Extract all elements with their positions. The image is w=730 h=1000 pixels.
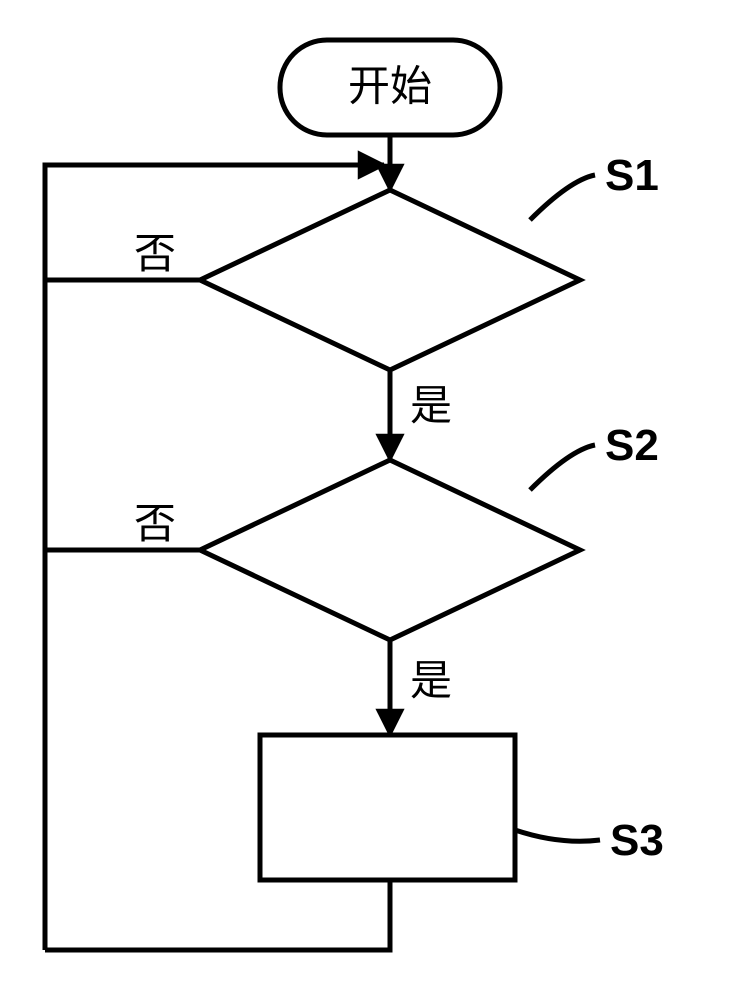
label-yes-s2: 是 [410,659,452,705]
decision-s1 [200,190,580,370]
process-s3 [260,735,515,880]
leader-s2 [530,445,595,490]
label-no-s1: 否 [134,232,176,278]
edge-s3-loop [45,880,390,950]
label-no-s2: 否 [134,502,176,548]
tag-s2: S2 [605,421,659,470]
label-yes-s1: 是 [410,384,452,430]
decision-s2 [200,460,580,640]
tag-s3: S3 [610,816,664,865]
start-label: 开始 [348,65,432,111]
leader-s3 [515,830,600,841]
leader-s1 [530,175,595,220]
tag-s1: S1 [605,151,659,200]
